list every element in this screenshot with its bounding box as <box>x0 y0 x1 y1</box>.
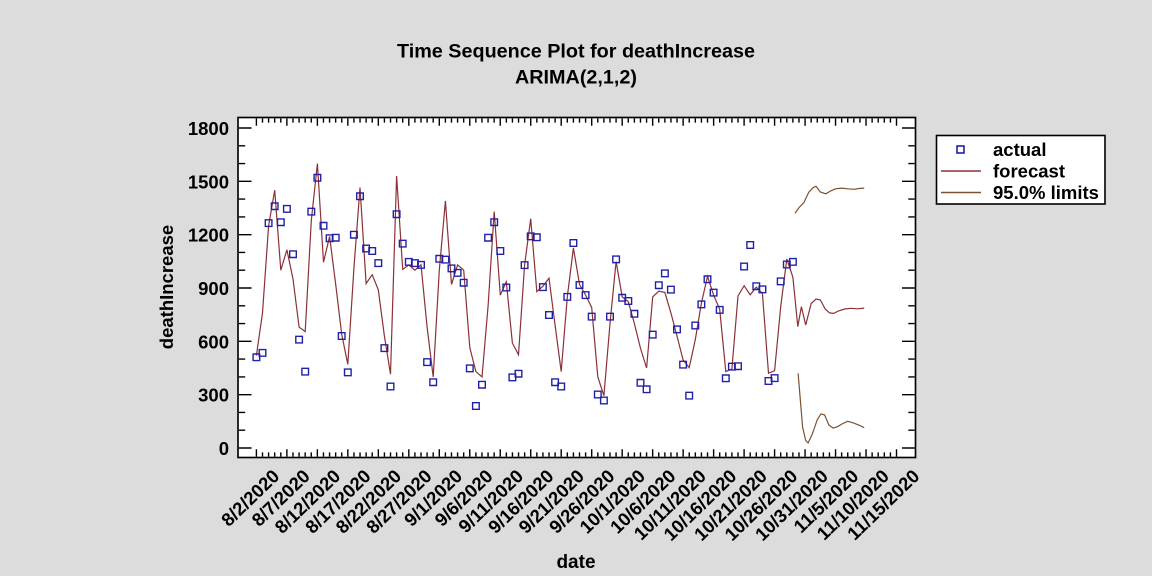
svg-text:deathIncrease: deathIncrease <box>156 225 177 349</box>
svg-text:ARIMA(2,1,2): ARIMA(2,1,2) <box>515 66 637 88</box>
svg-text:1200: 1200 <box>188 225 229 246</box>
svg-text:date: date <box>556 552 595 573</box>
svg-text:Time Sequence Plot for deathIn: Time Sequence Plot for deathIncrease <box>397 40 755 62</box>
svg-text:actual: actual <box>993 139 1046 160</box>
svg-text:95.0% limits: 95.0% limits <box>993 182 1099 203</box>
svg-text:1800: 1800 <box>188 118 229 139</box>
svg-text:1500: 1500 <box>188 171 229 192</box>
svg-text:900: 900 <box>198 278 229 299</box>
svg-text:0: 0 <box>219 438 229 459</box>
svg-text:300: 300 <box>198 385 229 406</box>
svg-text:600: 600 <box>198 331 229 352</box>
svg-text:forecast: forecast <box>993 161 1065 182</box>
